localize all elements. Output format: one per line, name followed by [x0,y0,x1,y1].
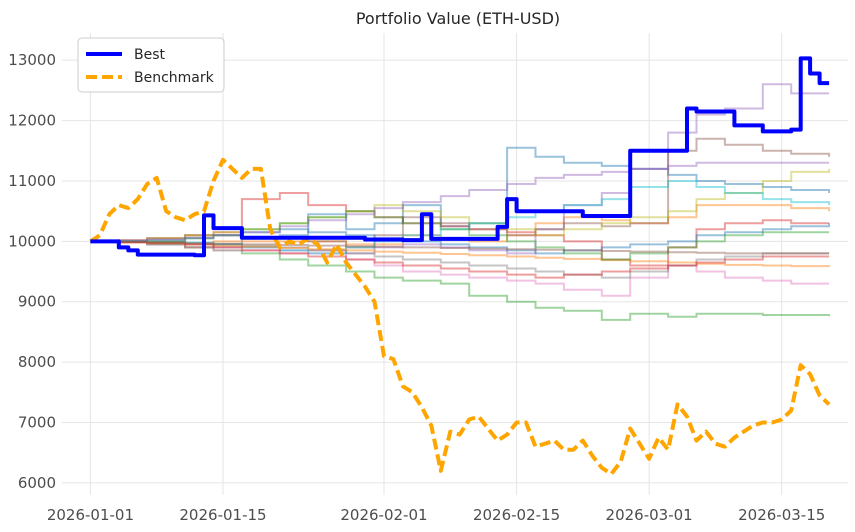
strategy-line [90,240,831,268]
strategy-line [90,240,830,279]
strategy-line [90,83,830,255]
strategy-line [90,192,830,267]
y-tick-label: 10000 [8,232,56,250]
y-tick-label: 12000 [8,112,56,130]
y-tick-label: 7000 [18,414,56,432]
legend: Best Benchmark [77,37,225,93]
strategy-line [90,180,831,255]
y-tick-label: 9000 [18,293,56,311]
chart-title: Portfolio Value (ETH-USD) [356,9,560,28]
x-axis-ticks: 2026-01-01 2026-01-15 2026-02-01 2026-02-15… [47,506,825,524]
strategy-line [90,146,831,249]
legend-label-benchmark: Benchmark [134,70,215,86]
x-tick-label: 2026-02-15 [473,506,560,524]
strategy-line [90,240,831,321]
x-tick-label: 2026-03-15 [738,506,825,524]
best-line [90,56,830,258]
benchmark-series [89,157,831,476]
y-axis-ticks: 6000 7000 8000 9000 10000 11000 12000 13000 [8,51,56,492]
y-tick-label: 6000 [18,474,56,492]
y-tick-label: 11000 [8,172,56,190]
best-series [90,56,830,258]
y-tick-label: 13000 [8,51,56,69]
y-tick-label: 8000 [18,353,56,371]
strategy-line [90,223,831,255]
x-tick-label: 2026-01-01 [47,506,134,524]
strategy-line [90,161,830,243]
legend-box [77,37,225,93]
strategy-line [90,240,830,255]
gridlines [62,33,848,495]
strategy-line [90,168,831,243]
x-tick-label: 2026-03-01 [606,506,693,524]
strategy-line [90,240,830,279]
x-tick-label: 2026-02-01 [340,506,427,524]
strategy-line [90,240,830,297]
benchmark-line [89,157,831,476]
x-tick-label: 2026-01-15 [179,506,266,524]
legend-label-best: Best [134,47,166,63]
